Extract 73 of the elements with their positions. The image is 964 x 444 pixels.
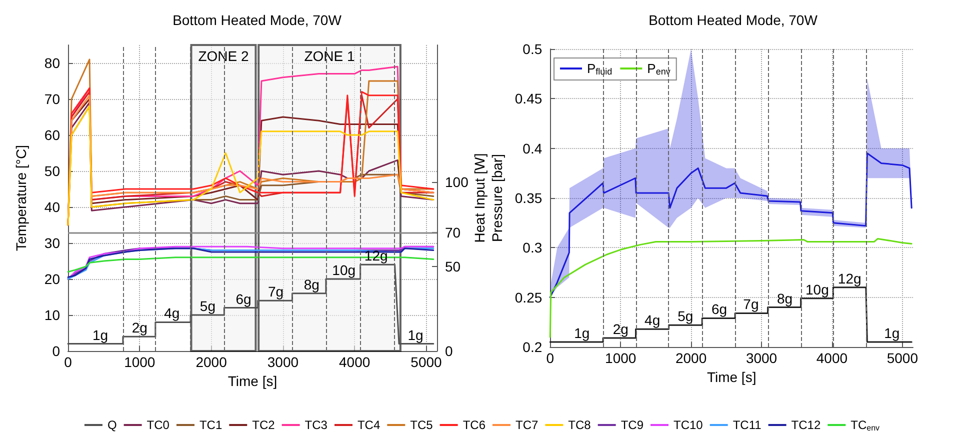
x-tick-label: 2000 bbox=[196, 354, 228, 370]
y-tick-label: 20 bbox=[44, 271, 60, 287]
y2-tick-label: 50 bbox=[445, 258, 461, 274]
annotation: 8g bbox=[304, 276, 320, 292]
x-tick-label: 2000 bbox=[675, 350, 707, 366]
legend-label: TC9 bbox=[620, 418, 644, 432]
legend-label: TC4 bbox=[357, 418, 380, 432]
x-tick-label: 3000 bbox=[267, 354, 299, 370]
band-label: ZONE 2 bbox=[198, 48, 249, 64]
legend-label: TC0 bbox=[146, 418, 170, 432]
legend-label: TC3 bbox=[304, 418, 328, 432]
x-tick-label: 1000 bbox=[124, 354, 156, 370]
y-tick-label: 50 bbox=[44, 163, 60, 179]
annotation: 1g bbox=[574, 325, 590, 342]
y-tick-label: 0.3 bbox=[522, 240, 542, 256]
chart-title: Bottom Heated Mode, 70W bbox=[648, 12, 818, 28]
y-axis-title: Pressure [bar] bbox=[489, 154, 505, 242]
annotation: 10g bbox=[806, 281, 829, 298]
legend-label: TC2 bbox=[252, 418, 276, 432]
y-tick-label: 40 bbox=[44, 199, 60, 215]
annotation: 2g bbox=[612, 321, 628, 338]
legend-label: TC10 bbox=[674, 418, 704, 432]
annotation: 4g bbox=[164, 305, 180, 322]
x-tick-label: 3000 bbox=[746, 350, 778, 366]
annotation: 1g bbox=[408, 326, 424, 343]
y-tick-label: 60 bbox=[44, 127, 60, 143]
annotation: 10g bbox=[332, 262, 356, 278]
line-series bbox=[549, 286, 912, 343]
y-tick-label: 30 bbox=[44, 235, 60, 251]
chart-title: Bottom Heated Mode, 70W bbox=[172, 12, 342, 28]
x-tick-label: 4000 bbox=[339, 354, 370, 370]
y-tick-label: 70 bbox=[44, 91, 60, 107]
annotation: 6g bbox=[711, 301, 728, 318]
legend-label: TC7 bbox=[515, 418, 538, 432]
y2-tick-label: 100 bbox=[445, 174, 469, 190]
x-tick-label: 1000 bbox=[605, 350, 636, 366]
x-tick-label: 0 bbox=[546, 350, 554, 366]
y-tick-label: 10 bbox=[44, 307, 60, 323]
annotation: 1g bbox=[92, 326, 108, 343]
legend-label: TC8 bbox=[568, 418, 592, 432]
x-axis-title: Time [s] bbox=[706, 368, 756, 385]
x-axis-title: Time [s] bbox=[228, 372, 278, 389]
annotation: 12g bbox=[838, 270, 862, 286]
legend-label: TC6 bbox=[462, 418, 486, 432]
y-tick-label: 0.5 bbox=[522, 41, 542, 57]
band-label: ZONE 1 bbox=[304, 48, 356, 64]
annotation: 1g bbox=[884, 325, 900, 342]
legend-label: TC1 bbox=[199, 418, 222, 432]
y-tick-label: 80 bbox=[44, 55, 60, 71]
y-tick-label: 0.25 bbox=[514, 289, 542, 306]
annotation: 2g bbox=[132, 320, 148, 336]
annotation: 6g bbox=[236, 290, 252, 307]
annotation: 5g bbox=[200, 298, 216, 314]
y-tick-label: 0.45 bbox=[514, 90, 542, 107]
legend-label: Q bbox=[107, 418, 117, 432]
annotation: 5g bbox=[678, 308, 694, 324]
y2-tick-label: 70 bbox=[445, 224, 461, 241]
legend-label: TC11 bbox=[732, 418, 762, 432]
annotation: 7g bbox=[743, 296, 759, 312]
legend-label: TC12 bbox=[791, 418, 821, 432]
y-tick-label: 0.35 bbox=[514, 190, 542, 206]
x-tick-label: 5000 bbox=[410, 354, 442, 370]
x-tick-label: 5000 bbox=[886, 350, 918, 366]
x-tick-label: 0 bbox=[64, 354, 72, 370]
x-tick-label: 4000 bbox=[816, 350, 848, 366]
annotation: 8g bbox=[776, 290, 793, 306]
y-tick-label: 0.2 bbox=[522, 339, 542, 355]
y2-axis-title: Heat Input [W] bbox=[471, 153, 488, 243]
annotation: 4g bbox=[644, 312, 660, 328]
y-tick-label: 0.4 bbox=[522, 140, 542, 156]
y-axis-title: Temperature [°C] bbox=[13, 145, 29, 251]
legend-label: TC5 bbox=[410, 418, 434, 432]
annotation: 7g bbox=[268, 284, 284, 300]
